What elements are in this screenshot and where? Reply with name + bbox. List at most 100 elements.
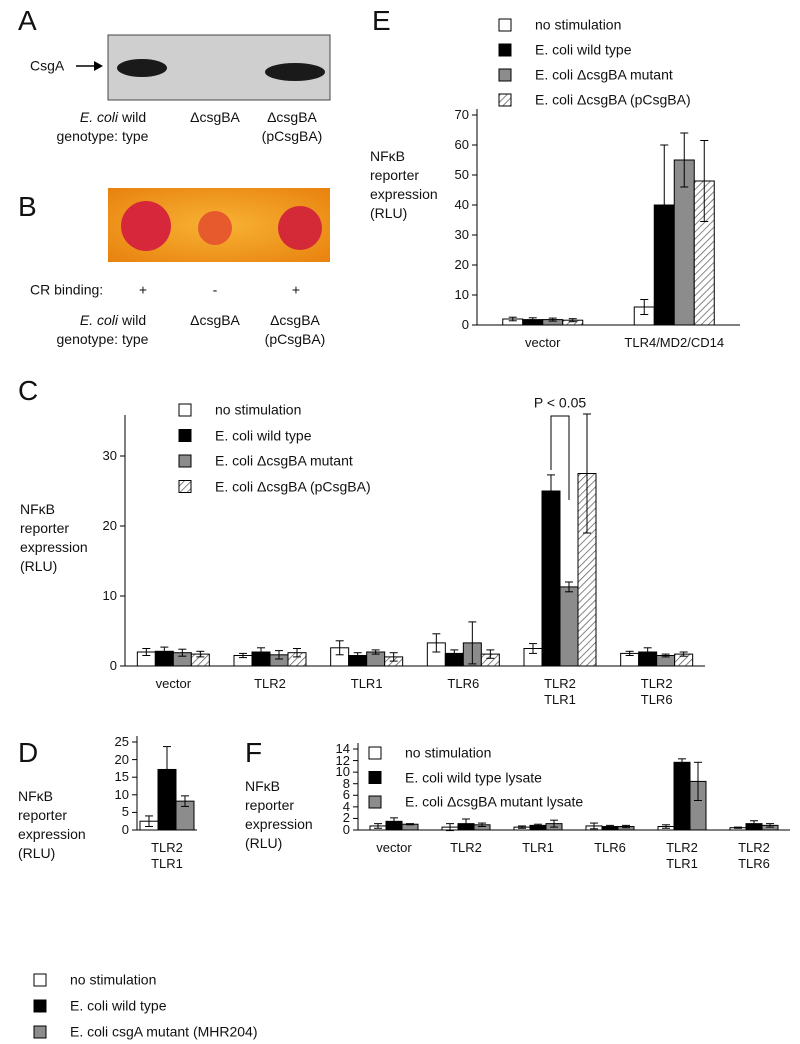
y-tick-label: 10 <box>335 764 350 780</box>
error-bar <box>590 822 598 830</box>
error-bar <box>550 819 558 828</box>
lane-label: wild type <box>122 312 149 347</box>
legend-label: E. coli ΔcsgBA (pCsgBA) <box>215 478 371 494</box>
x-tick-label: vector <box>155 676 192 691</box>
y-tick-label: 10 <box>454 287 469 302</box>
legend-label: E. coli csgA mutant (MHR204) <box>70 1023 258 1040</box>
y-tick-label: 40 <box>454 197 469 212</box>
legend-label: no stimulation <box>535 16 622 33</box>
legend-swatch <box>33 999 47 1013</box>
y-tick-label: 30 <box>454 227 469 242</box>
error-bar <box>518 825 526 829</box>
legend-label: no stimulation <box>405 744 492 761</box>
y-tick-label: 50 <box>454 167 469 182</box>
error-bar <box>478 822 486 828</box>
legend-label: no stimulation <box>215 401 302 418</box>
legend-swatch <box>368 771 382 784</box>
error-bar <box>694 761 702 801</box>
y-tick-label: 70 <box>454 107 469 122</box>
blot-band <box>117 59 167 77</box>
error-bar <box>390 817 398 826</box>
error-bar <box>196 650 205 658</box>
error-bar <box>661 653 670 658</box>
legend-swatch <box>498 68 512 82</box>
legend-label: E. coli wild type <box>215 427 312 443</box>
panel-letter: B <box>18 191 37 222</box>
error-bar <box>528 317 537 322</box>
y-axis-label: NFκB reporter expression (RLU) <box>245 778 313 851</box>
legend-swatch <box>33 1025 47 1039</box>
error-bar <box>335 640 344 656</box>
error-bar <box>534 823 542 828</box>
legend-swatch <box>178 429 192 442</box>
lane-label: ΔcsgBA <box>190 312 240 328</box>
error-bar <box>606 824 614 829</box>
error-bar <box>565 581 573 593</box>
marker-label: CsgA <box>30 57 65 74</box>
error-bar <box>432 633 441 653</box>
y-tick-label: 10 <box>114 786 129 802</box>
genotype-prefix: E. coli <box>79 109 118 125</box>
panel-letter: D <box>18 737 39 768</box>
x-tick-label: vector <box>376 840 412 855</box>
error-bar <box>547 474 555 508</box>
legend-swatch <box>178 480 192 493</box>
error-bar <box>468 621 477 665</box>
legend-swatch <box>33 973 47 987</box>
lane-label: ΔcsgBA <box>190 109 240 125</box>
y-tick-label: 30 <box>102 448 117 463</box>
binding-mark: + <box>291 281 301 298</box>
legend-label: E. coli ΔcsgBA mutant <box>215 452 353 469</box>
genotype-prefix: E. coli <box>79 312 118 328</box>
error-bar <box>389 652 398 662</box>
legend-label: E. coli wild type lysate <box>405 769 542 785</box>
x-tick-label: TLR2 TLR6 <box>738 840 770 871</box>
y-tick-label: 20 <box>454 257 469 272</box>
x-tick-label: TLR1 <box>522 840 554 855</box>
error-bar <box>374 823 382 829</box>
bar <box>541 490 561 667</box>
error-bar <box>622 824 630 829</box>
colony <box>121 201 171 251</box>
error-bar <box>145 815 153 827</box>
y-tick-label: 14 <box>335 741 350 756</box>
error-bar <box>679 651 688 657</box>
y-tick-label: 20 <box>102 518 117 533</box>
error-bar <box>257 647 265 657</box>
error-bar <box>583 413 591 534</box>
error-bar <box>529 643 537 654</box>
y-tick-label: 10 <box>102 588 117 603</box>
error-bar <box>293 648 301 658</box>
panel-letter: E <box>372 5 391 36</box>
legend-swatch <box>178 454 192 468</box>
y-tick-label: 60 <box>454 137 469 152</box>
x-tick-label: TLR2 TLR1 <box>544 676 576 707</box>
lane-label: wild type <box>122 109 149 144</box>
significance-bracket <box>550 415 570 500</box>
y-tick-label: 4 <box>342 798 350 814</box>
error-bar <box>160 646 169 656</box>
x-tick-label: TLR2 <box>254 676 286 691</box>
lane-label: ΔcsgBA (pCsgBA) <box>261 109 323 144</box>
error-bar <box>660 144 669 266</box>
error-bar <box>462 818 470 829</box>
legend-swatch <box>498 93 512 107</box>
error-bar <box>766 823 774 828</box>
legend-label: E. coli ΔcsgBA mutant <box>535 66 673 83</box>
bar <box>559 586 579 667</box>
error-bar <box>163 746 171 793</box>
y-axis-label: NFκB reporter expression (RLU) <box>370 148 438 221</box>
colony <box>278 206 322 250</box>
x-tick-label: TLR2 <box>450 840 482 855</box>
error-bar <box>640 299 649 315</box>
blot-band <box>265 63 325 81</box>
y-tick-label: 20 <box>114 751 129 767</box>
error-bar <box>178 648 187 657</box>
error-bar <box>700 140 709 222</box>
error-bar <box>142 648 151 656</box>
error-bar <box>406 823 414 826</box>
colony <box>198 211 232 245</box>
error-bar <box>680 132 689 188</box>
